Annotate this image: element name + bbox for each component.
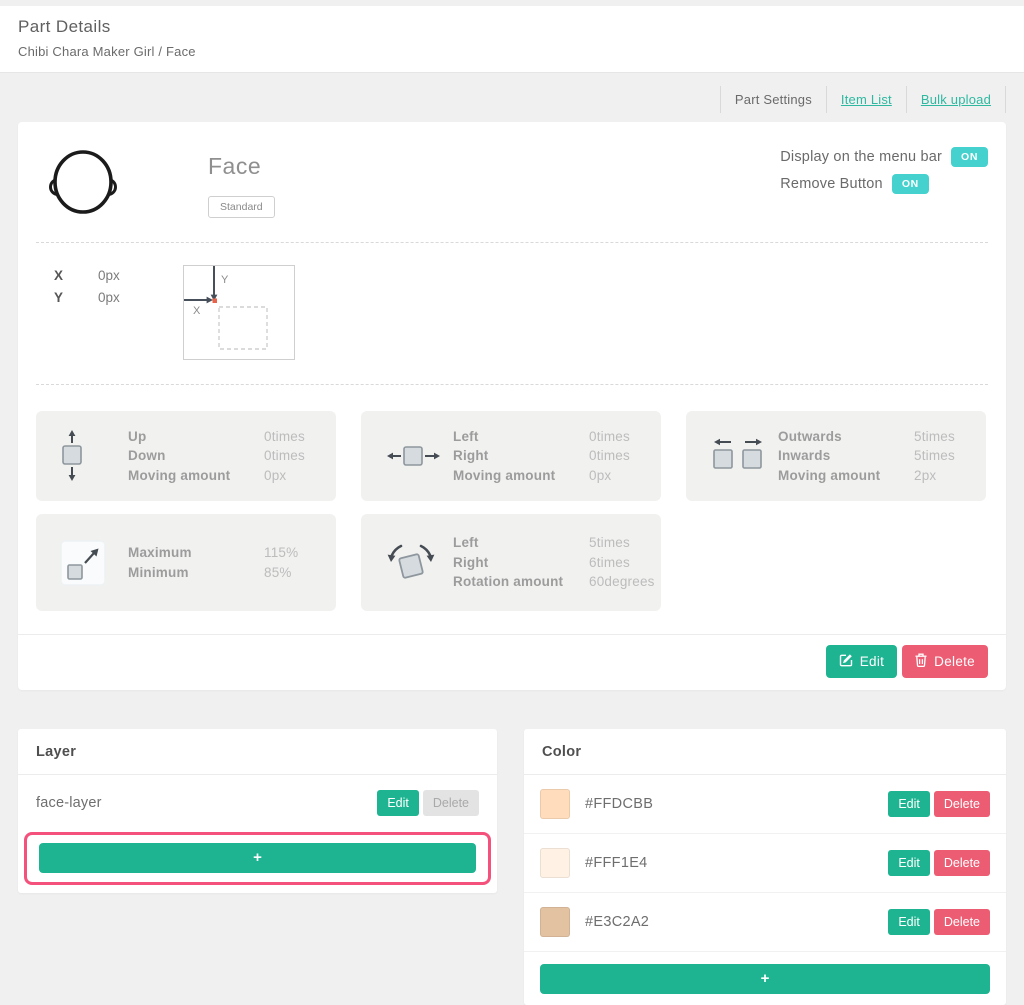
tab-item-list[interactable]: Item List bbox=[840, 92, 892, 107]
add-color-button[interactable]: + bbox=[540, 964, 990, 994]
setting-value: 5times bbox=[589, 535, 630, 551]
color-hex: #FFDCBB bbox=[585, 796, 654, 812]
part-detail-card: Face Standard Display on the menu bar ON… bbox=[18, 122, 1006, 690]
color-delete-button[interactable]: Delete bbox=[933, 909, 990, 935]
setting-label: Rotation amount bbox=[453, 574, 564, 590]
edit-icon bbox=[839, 653, 853, 670]
top-strip bbox=[0, 0, 1024, 6]
delete-part-label: Delete bbox=[934, 654, 975, 669]
trash-icon bbox=[915, 653, 927, 670]
move-vertical-icon bbox=[60, 428, 128, 484]
position-values: X 0px Y 0px bbox=[54, 268, 120, 360]
page-header: Part Details Chibi Chara Maker Girl / Fa… bbox=[0, 6, 1024, 73]
setting-label: Right bbox=[453, 448, 489, 464]
dotted-separator bbox=[36, 242, 988, 243]
tab-part-settings[interactable]: Part Settings bbox=[719, 86, 826, 113]
remove-button-toggle[interactable]: ON bbox=[891, 174, 929, 194]
color-row: #FFF1E4 Edit Delete bbox=[524, 834, 1006, 893]
menu-bar-toggle[interactable]: ON bbox=[951, 147, 988, 167]
dotted-separator bbox=[36, 384, 988, 385]
setting-value: 0times bbox=[264, 448, 305, 464]
layer-panel: Layer face-layer Edit Delete + bbox=[18, 729, 497, 893]
setting-label: Moving amount bbox=[128, 467, 231, 483]
add-layer-highlight: + bbox=[24, 832, 491, 885]
setting-value: 0times bbox=[264, 428, 305, 444]
face-icon bbox=[46, 145, 120, 224]
y-label: Y bbox=[54, 290, 64, 305]
tab-bulk-upload[interactable]: Bulk upload bbox=[920, 92, 991, 107]
x-value: 0px bbox=[98, 268, 120, 283]
edit-part-button[interactable]: Edit bbox=[825, 645, 898, 678]
y-value: 0px bbox=[98, 290, 120, 305]
setting-value: 6times bbox=[589, 554, 630, 570]
edit-part-label: Edit bbox=[859, 654, 885, 669]
color-row: #FFDCBB Edit Delete bbox=[524, 775, 1006, 834]
color-edit-button[interactable]: Edit bbox=[888, 850, 930, 876]
setting-label: Maximum bbox=[128, 545, 192, 560]
color-swatch bbox=[540, 789, 570, 819]
svg-text:X: X bbox=[193, 305, 201, 317]
setting-value: 115% bbox=[264, 545, 299, 560]
layer-name: face-layer bbox=[36, 795, 102, 811]
tab-bar: Part Settings Item List Bulk upload bbox=[18, 86, 1006, 113]
part-name: Face bbox=[208, 153, 262, 179]
remove-button-toggle-label: Remove Button bbox=[780, 176, 883, 192]
setting-value: 85% bbox=[264, 564, 292, 580]
color-row: #E3C2A2 Edit Delete bbox=[524, 893, 1006, 952]
scale-icon bbox=[60, 539, 128, 586]
setting-label: Moving amount bbox=[778, 467, 881, 483]
layer-panel-title: Layer bbox=[18, 729, 497, 775]
breadcrumb: Chibi Chara Maker Girl / Face bbox=[18, 44, 196, 59]
rotate-icon bbox=[385, 539, 453, 587]
menu-bar-toggle-label: Display on the menu bar bbox=[780, 149, 943, 165]
color-edit-button[interactable]: Edit bbox=[888, 791, 930, 817]
setting-value: 2px bbox=[914, 467, 937, 483]
setting-label: Left bbox=[453, 535, 479, 551]
color-panel: Color #FFDCBB Edit Delete #FFF1E4 Edit D… bbox=[524, 729, 1006, 1005]
setting-value: 0times bbox=[589, 448, 630, 464]
color-swatch bbox=[540, 907, 570, 937]
page-title: Part Details bbox=[18, 17, 111, 36]
setting-value: 5times bbox=[914, 448, 955, 464]
color-hex: #FFF1E4 bbox=[585, 855, 648, 871]
setting-box-rotation: Left 5times Right 6times Rotation amount 60… bbox=[361, 514, 661, 611]
color-edit-button[interactable]: Edit bbox=[888, 909, 930, 935]
plus-icon: + bbox=[760, 970, 770, 987]
color-swatch bbox=[540, 848, 570, 878]
setting-label: Up bbox=[128, 428, 147, 444]
svg-text:Y: Y bbox=[221, 274, 229, 286]
setting-label: Outwards bbox=[778, 428, 842, 444]
layer-delete-button[interactable]: Delete bbox=[422, 790, 479, 816]
setting-value: 5times bbox=[914, 428, 955, 444]
setting-value: 0px bbox=[589, 467, 612, 483]
setting-value: 0times bbox=[589, 428, 630, 444]
color-delete-button[interactable]: Delete bbox=[933, 791, 990, 817]
move-outwards-icon bbox=[710, 434, 778, 478]
setting-box-scale: Maximum 115% Minimum 85% bbox=[36, 514, 336, 611]
setting-box-horizontal: Left 0times Right 0times Moving amount 0px bbox=[361, 411, 661, 501]
setting-box-outwards: Outwards 5times Inwards 5times Moving amou… bbox=[686, 411, 986, 501]
add-layer-button[interactable]: + bbox=[39, 843, 476, 873]
setting-label: Down bbox=[128, 448, 166, 464]
setting-value: 60degrees bbox=[589, 574, 655, 590]
setting-box-vertical: Up 0times Down 0times Moving amount 0px bbox=[36, 411, 336, 501]
color-delete-button[interactable]: Delete bbox=[933, 850, 990, 876]
setting-label: Moving amount bbox=[453, 467, 556, 483]
setting-value: 0px bbox=[264, 467, 287, 483]
delete-part-button[interactable]: Delete bbox=[902, 645, 988, 678]
setting-label: Minimum bbox=[128, 564, 189, 580]
position-diagram: Y X bbox=[182, 265, 295, 360]
layer-row: face-layer Edit Delete bbox=[18, 775, 497, 830]
x-label: X bbox=[54, 268, 64, 283]
layer-edit-button[interactable]: Edit bbox=[377, 790, 419, 816]
setting-label: Inwards bbox=[778, 448, 831, 464]
setting-label: Left bbox=[453, 428, 479, 444]
part-type-badge: Standard bbox=[208, 196, 275, 218]
setting-label: Right bbox=[453, 554, 489, 570]
color-panel-title: Color bbox=[524, 729, 1006, 775]
move-horizontal-icon bbox=[385, 443, 453, 469]
color-hex: #E3C2A2 bbox=[585, 914, 650, 930]
plus-icon: + bbox=[253, 849, 262, 866]
